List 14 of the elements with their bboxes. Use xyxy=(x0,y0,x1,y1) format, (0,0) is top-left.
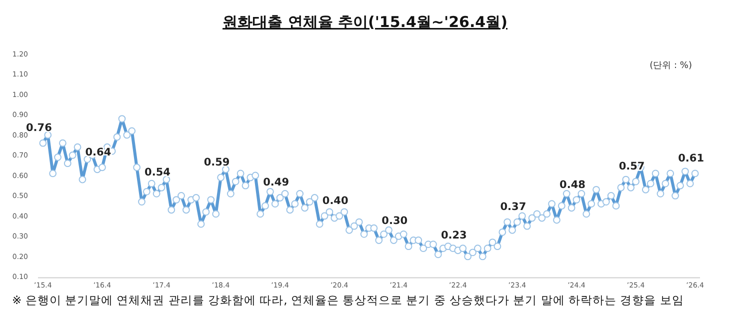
data-label: 0.23 xyxy=(440,229,467,242)
data-label: 0.59 xyxy=(204,156,230,168)
annotation: (단위 : %) xyxy=(650,61,692,71)
data-label: 0.57 xyxy=(618,160,645,173)
data-label: 0.37 xyxy=(500,201,526,214)
data-label: 0.49 xyxy=(263,176,290,189)
data-label: 0.61 xyxy=(678,152,704,164)
chart-title: 원화대출 연체율 추이('15.4월~'26.4월) xyxy=(222,13,508,31)
data-label: 0.54 xyxy=(144,166,170,179)
data-label: 0.40 xyxy=(322,194,348,207)
data-label: 0.76 xyxy=(26,122,52,134)
data-label: 0.48 xyxy=(560,178,586,191)
data-label: 0.30 xyxy=(382,215,408,228)
text: ※ 은행이 분기말에 연체채권 관리를 강화함에 따라, 연체율은 통상적으로 분기 중 상승했다가 분기 말에 하락하는 경향을 보임 xyxy=(12,293,684,307)
